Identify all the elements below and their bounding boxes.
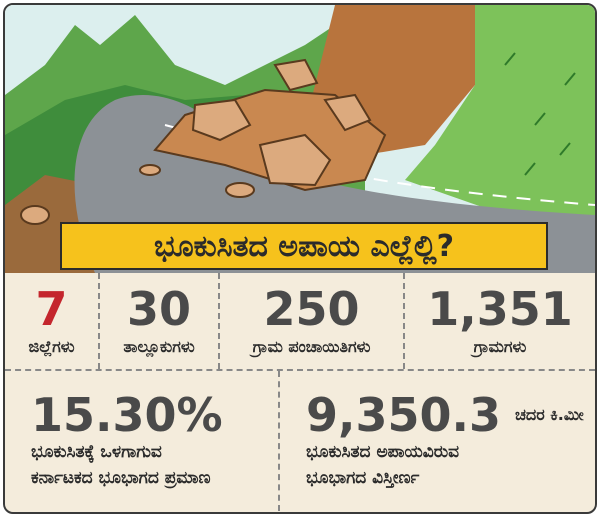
stat-value: 7 — [35, 281, 68, 336]
stat-unit: ಚದರ ಕಿ.ಮೀ — [514, 404, 584, 424]
landslide-illustration — [5, 5, 595, 273]
stat-text: ಭೂಕುಸಿತದ ಅಪಾಯವಿರುವ — [306, 441, 460, 462]
stat-value: 9,350.3 — [306, 387, 501, 442]
stat-label: ಜಿಲ್ಲೆಗಳು — [28, 337, 75, 357]
stat: 15.30% ಭೂಕುಸಿತಕ್ಕೆ ಒಳಗಾಗುವ ಕರ್ನಾಟಕದ ಭೂಭಾ… — [5, 371, 280, 511]
stat: 30 ತಾಲ್ಲೂಕುಗಳು — [100, 273, 220, 369]
stat: 9,350.3 ಚದರ ಕಿ.ಮೀ ಭೂಕುಸಿತದ ಅಪಾಯವಿರುವ ಭೂಭಾ… — [280, 371, 595, 511]
stat-text: ಕರ್ನಾಟಕದ ಭೂಭಾಗದ ಪ್ರಮಾಣ — [31, 468, 211, 489]
stat-text: ಭೂಕುಸಿತಕ್ಕೆ ಒಳಗಾಗುವ — [31, 441, 162, 462]
value-row: 9,350.3 ಚದರ ಕಿ.ಮೀ — [306, 387, 584, 442]
stat: 7 ಜಿಲ್ಲೆಗಳು — [5, 273, 100, 369]
stat: 1,351 ಗ್ರಾಮಗಳು — [405, 273, 595, 369]
stat-label: ಗ್ರಾಮ ಪಂಚಾಯಿತಿಗಳು — [252, 337, 371, 357]
stat-value: 1,351 — [427, 281, 573, 336]
stat-label: ಗ್ರಾಮಗಳು — [473, 337, 527, 357]
stat-value: 15.30% — [31, 387, 223, 442]
stats-row: 7 ಜಿಲ್ಲೆಗಳು 30 ತಾಲ್ಲೂಕುಗಳು 250 ಗ್ರಾಮ ಪಂಚಾಯಿ… — [5, 273, 595, 371]
stat: 250 ಗ್ರಾಮ ಪಂಚಾಯಿತಿಗಳು — [220, 273, 405, 369]
title-banner: ಭೂಕುಸಿತದ ಅಪಾಯ ಎಲ್ಲೆಲ್ಲಿ? — [60, 222, 548, 270]
title: ಭೂಕುಸಿತದ ಅಪಾಯ ಎಲ್ಲೆಲ್ಲಿ? — [153, 228, 455, 264]
stats-row: 15.30% ಭೂಕುಸಿತಕ್ಕೆ ಒಳಗಾಗುವ ಕರ್ನಾಟಕದ ಭೂಭಾ… — [5, 371, 595, 511]
stat-value: 30 — [126, 281, 191, 336]
stat-label: ತಾಲ್ಲೂಕುಗಳು — [123, 337, 195, 357]
stat-value: 250 — [263, 281, 360, 336]
infographic: ಭೂಕುಸಿತದ ಅಪಾಯ ಎಲ್ಲೆಲ್ಲಿ? 7 ಜಿಲ್ಲೆಗಳು 30 ತಾ… — [3, 3, 597, 514]
stat-text: ಭೂಭಾಗದ ವಿಸ್ತೀರ್ಣ — [306, 468, 420, 489]
